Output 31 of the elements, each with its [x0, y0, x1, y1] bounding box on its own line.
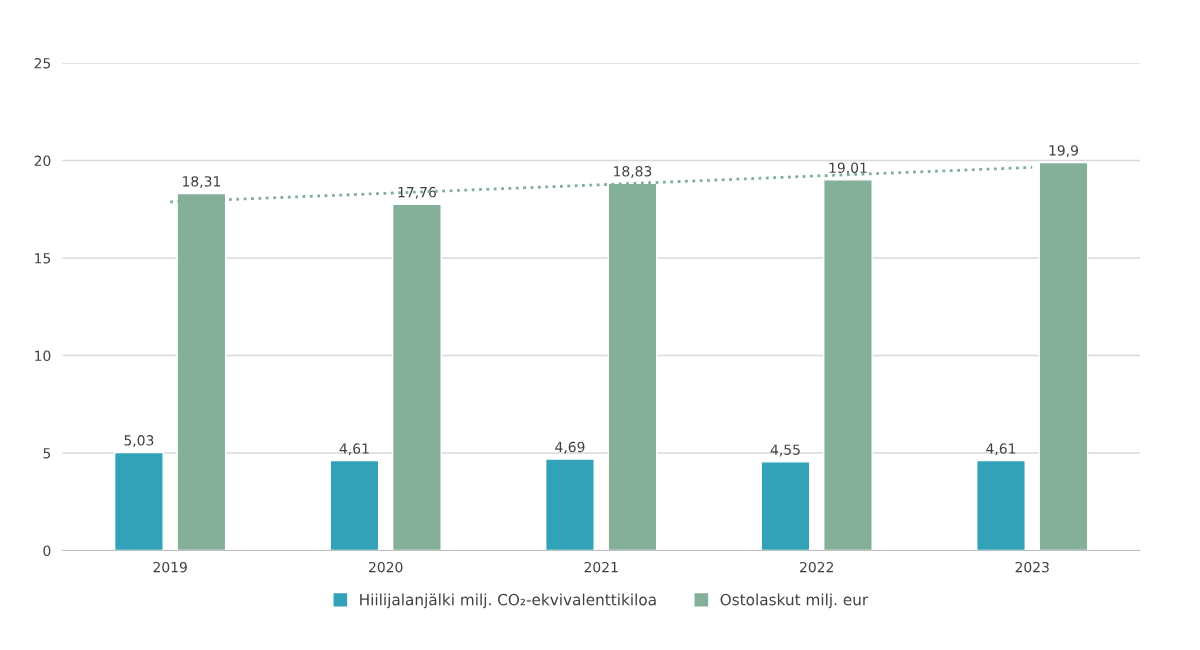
y-tick-label: 0 [43, 545, 51, 557]
y-tick-label: 20 [34, 155, 51, 167]
y-tick-label: 5 [43, 448, 51, 459]
bar [329, 459, 380, 551]
data-label: 4,69 [555, 441, 585, 454]
data-label: 17,76 [398, 186, 436, 199]
data-label: 5,03 [124, 435, 154, 448]
x-tick-label: 2020 [369, 561, 403, 573]
data-label: 19,9 [1049, 145, 1078, 158]
y-tick-label: 10 [35, 350, 51, 362]
x-tick-label: 2021 [584, 561, 618, 573]
x-tick-label: 2023 [1015, 561, 1049, 573]
bar [113, 451, 164, 551]
data-label: 18,83 [614, 166, 652, 178]
bar [976, 459, 1026, 551]
data-label: 19,01 [829, 162, 867, 175]
bar [760, 461, 811, 551]
bar [1038, 161, 1089, 551]
data-label: 4,61 [986, 443, 1016, 456]
data-label: 18,31 [183, 176, 221, 189]
x-tick-label: 2019 [153, 561, 187, 573]
data-label: 4,55 [770, 444, 800, 457]
legend-label: Hiilijalanjälki milj. CO₂-ekvivalenttikiloa [360, 593, 656, 609]
x-tick-label: 2022 [800, 561, 833, 573]
y-tick-label: 25 [34, 58, 51, 69]
bar [391, 203, 442, 551]
y-tick-label: 15 [35, 253, 51, 264]
legend-label: Ostolaskut milj. eur [720, 593, 869, 609]
bar [545, 458, 595, 551]
bar [823, 179, 873, 551]
data-label: 4,61 [339, 443, 369, 456]
